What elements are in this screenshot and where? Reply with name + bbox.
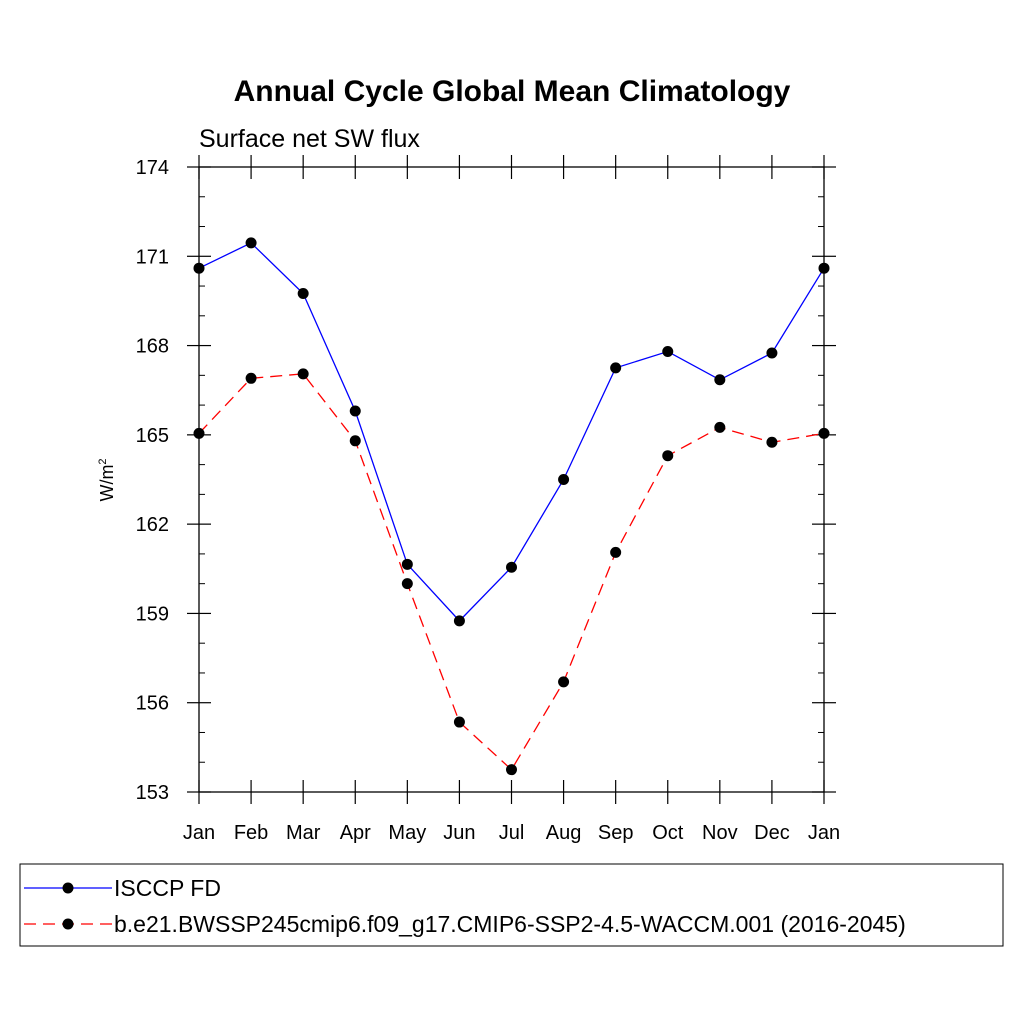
x-tick-label: Apr [340, 822, 371, 844]
data-point [610, 362, 622, 374]
x-tick-labels: Jan Feb Mar Apr May Jun Jul Aug Sep Oct Nov Dec Jan [183, 822, 840, 844]
y-tick-label: 174 [136, 157, 169, 179]
plot-frame [198, 166, 825, 793]
data-point [193, 427, 205, 439]
y-tick-label: 168 [136, 336, 169, 358]
y-tick-label: 153 [136, 782, 169, 804]
data-point [506, 764, 517, 776]
data-point [558, 474, 570, 485]
data-point [818, 427, 830, 439]
data-point [714, 421, 726, 433]
legend-label: ISCCP FD [114, 875, 221, 901]
x-tick-label: Aug [546, 822, 582, 844]
series-layer [193, 237, 830, 776]
data-point [662, 450, 674, 462]
x-tick-label: Dec [754, 822, 790, 844]
y-tick-labels: 153 156 159 162 165 168 171 174 [136, 157, 169, 804]
series-1 [193, 237, 830, 627]
data-point [401, 578, 413, 590]
x-tick-label: Mar [286, 822, 321, 844]
y-tick-label: 162 [136, 514, 169, 536]
data-point [401, 558, 413, 570]
data-point [766, 436, 778, 448]
data-point [297, 368, 309, 380]
legend-swatch-marker [62, 918, 74, 930]
chart-subtitle: Surface net SW flux [199, 125, 420, 153]
legend-item-2: b.e21.BWSSP245cmip6.f09_g17.CMIP6-SSP2-4… [24, 911, 906, 937]
data-point [610, 546, 622, 558]
data-point [453, 615, 465, 627]
y-tick-label: 165 [136, 425, 169, 447]
data-point [297, 287, 309, 299]
data-point [506, 561, 517, 573]
data-point [662, 346, 674, 358]
x-tick-label: Feb [234, 822, 268, 844]
x-tick-label: Nov [702, 822, 738, 844]
x-tick-label: May [388, 822, 426, 844]
chart-title: Annual Cycle Global Mean Climatology [234, 75, 791, 108]
legend-item-1: ISCCP FD [24, 875, 221, 901]
data-point [245, 237, 257, 249]
series-2 [193, 368, 830, 776]
x-tick-label: Sep [598, 822, 634, 844]
legend: ISCCP FD b.e21.BWSSP245cmip6.f09_g17.CMIP… [24, 875, 906, 937]
data-point [453, 716, 465, 728]
major-ticks [187, 155, 836, 804]
legend-swatch-marker [62, 882, 74, 894]
legend-box [19, 863, 1004, 947]
data-point [818, 262, 830, 274]
data-point [193, 262, 205, 274]
data-point [558, 676, 570, 688]
y-tick-label: 159 [136, 603, 169, 625]
x-tick-label: Jun [443, 822, 475, 844]
data-point [714, 374, 726, 386]
minor-ticks [199, 196, 824, 763]
data-point [766, 347, 778, 359]
x-tick-label: Jan [808, 822, 840, 844]
legend-label: b.e21.BWSSP245cmip6.f09_g17.CMIP6-SSP2-4… [114, 911, 906, 937]
data-point [349, 405, 361, 417]
x-tick-label: Jan [183, 822, 215, 844]
y-tick-label: 156 [136, 693, 169, 715]
x-tick-label: Oct [652, 822, 684, 844]
data-point [349, 435, 361, 447]
x-tick-label: Jul [499, 822, 525, 844]
y-tick-label: 171 [136, 246, 169, 268]
data-point [245, 372, 257, 384]
y-axis-label: W/m2 [97, 458, 117, 501]
